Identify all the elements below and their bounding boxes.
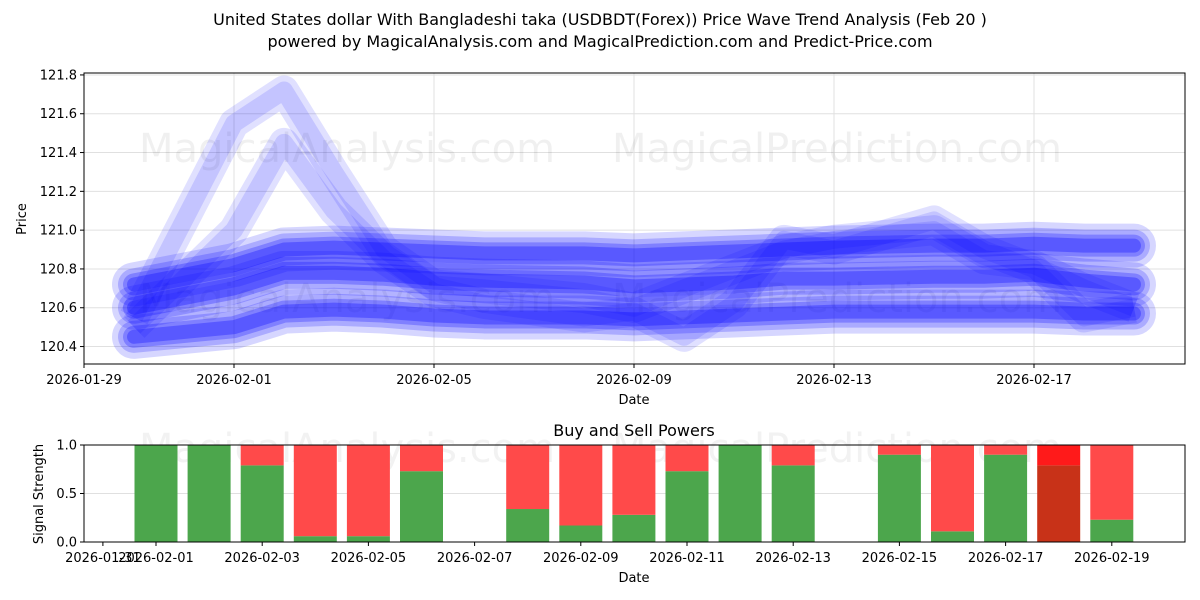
sell-bar — [877, 445, 921, 455]
sell-bar — [771, 445, 815, 466]
buy-bar — [1037, 465, 1081, 542]
x-tick-label: 2026-02-17 — [996, 373, 1072, 388]
wave-band — [127, 302, 1141, 344]
x-tick-label: 2026-02-13 — [755, 551, 831, 566]
x-tick-label: 2026-02-15 — [862, 551, 938, 566]
y-tick-label: 121.6 — [40, 107, 77, 122]
sell-bar — [293, 445, 337, 537]
x-tick-label: 2026-02-05 — [331, 551, 407, 566]
buy-bar — [1090, 519, 1134, 542]
x-tick-label: 2026-02-01 — [196, 373, 272, 388]
y-tick-label: 121.8 — [40, 68, 77, 83]
sell-bar — [346, 445, 390, 537]
buy-bar — [346, 536, 390, 542]
buy-bar — [400, 471, 443, 542]
sell-bar — [240, 445, 284, 466]
buy-bar — [559, 525, 603, 542]
x-tick-label: 2026-02-05 — [396, 373, 472, 388]
buy-sell-y-axis-label: Signal Strength — [32, 444, 47, 544]
buy-bar — [665, 471, 709, 542]
y-tick-label: 120.8 — [40, 262, 77, 277]
wave-band — [127, 265, 1141, 315]
buy-bar — [293, 536, 337, 542]
wave-band — [120, 75, 1140, 325]
sell-bar — [1090, 445, 1134, 520]
x-tick-label: 2026-02-09 — [596, 373, 672, 388]
y-tick-label: 0.5 — [56, 487, 77, 502]
x-tick-label: 2026-02-19 — [1074, 551, 1150, 566]
price-wave-bands — [112, 75, 1156, 359]
price-y-axis-label: Price — [15, 203, 30, 235]
wave-band — [112, 221, 1156, 307]
x-tick-label: 2026-02-03 — [224, 551, 300, 566]
wave-band — [123, 232, 1145, 296]
wave-band — [123, 298, 1145, 348]
x-tick-label: 2026-02-17 — [968, 551, 1044, 566]
x-tick-label: 2026-02-09 — [543, 551, 619, 566]
buy-sell-chart: Buy and Sell Powers MagicalAnalysis.com … — [32, 421, 1186, 586]
wave-band — [118, 256, 1150, 324]
y-tick-label: 0.0 — [56, 536, 77, 551]
sell-bar — [612, 445, 656, 515]
wave-band — [123, 127, 1137, 352]
watermark-magicalprediction-2: MagicalPrediction.com — [612, 276, 1062, 322]
sell-bar — [559, 445, 603, 526]
wave-band — [112, 250, 1156, 330]
buy-sell-bars — [134, 445, 1134, 542]
watermark-magicalanalysis-2: MagicalAnalysis.com — [139, 276, 555, 322]
buy-bar — [984, 454, 1028, 542]
y-tick-label: 1.0 — [56, 439, 77, 454]
sell-bar — [506, 445, 550, 510]
y-tick-label: 120.4 — [40, 340, 77, 355]
buy-sell-title: Buy and Sell Powers — [553, 421, 715, 440]
price-y-axis: 120.4 120.6 120.8 121.0 121.2 121.4 121.6 121.8 — [40, 68, 84, 355]
wave-band — [123, 261, 1145, 319]
y-tick-label: 121.4 — [40, 146, 77, 161]
buy-bar — [240, 465, 284, 542]
x-tick-label: 2026-02-13 — [796, 373, 872, 388]
buy-sell-y-axis: 0.0 0.5 1.0 — [56, 439, 84, 551]
x-tick-label: 2026-02-07 — [437, 551, 513, 566]
wave-band — [118, 227, 1150, 301]
buy-sell-x-axis-label: Date — [618, 571, 649, 586]
price-x-axis: 2026-01-29 2026-02-01 2026-02-05 2026-02-09… — [46, 364, 1072, 388]
y-tick-label: 121.0 — [40, 224, 77, 239]
wave-band — [127, 133, 1136, 346]
sell-bar — [1037, 445, 1081, 466]
buy-bar — [718, 445, 762, 542]
wave-band — [127, 236, 1141, 292]
sell-bar — [984, 445, 1028, 455]
y-tick-label: 121.2 — [40, 185, 77, 200]
x-tick-label: 2026-02-11 — [649, 551, 725, 566]
watermark-magicalprediction: MagicalPrediction.com — [612, 126, 1062, 172]
price-x-axis-label: Date — [618, 393, 649, 408]
buy-bar — [877, 454, 921, 542]
sell-bar — [931, 445, 974, 532]
buy-bar — [506, 509, 550, 542]
wave-band — [118, 293, 1150, 353]
chart-subtitle: powered by MagicalAnalysis.com and Magic… — [267, 32, 933, 51]
wave-band — [126, 81, 1138, 322]
buy-bar — [931, 531, 974, 542]
buy-bar — [771, 465, 815, 542]
buy-bar — [187, 445, 231, 542]
wave-band — [112, 287, 1156, 359]
x-tick-label: 2026-02-01 — [118, 551, 194, 566]
chart-title: United States dollar With Bangladeshi ta… — [213, 10, 987, 29]
buy-bar — [612, 514, 656, 542]
sell-bar — [400, 445, 443, 472]
x-tick-label: 2026-01-31 — [65, 551, 141, 566]
buy-bar — [134, 445, 178, 542]
x-tick-label: 2026-01-29 — [46, 373, 122, 388]
price-chart: MagicalAnalysis.com MagicalPrediction.co… — [15, 68, 1186, 408]
sell-bar — [665, 445, 709, 472]
watermark-magicalanalysis: MagicalAnalysis.com — [139, 126, 555, 172]
price-grid — [83, 73, 1185, 364]
y-tick-label: 120.6 — [40, 301, 77, 316]
